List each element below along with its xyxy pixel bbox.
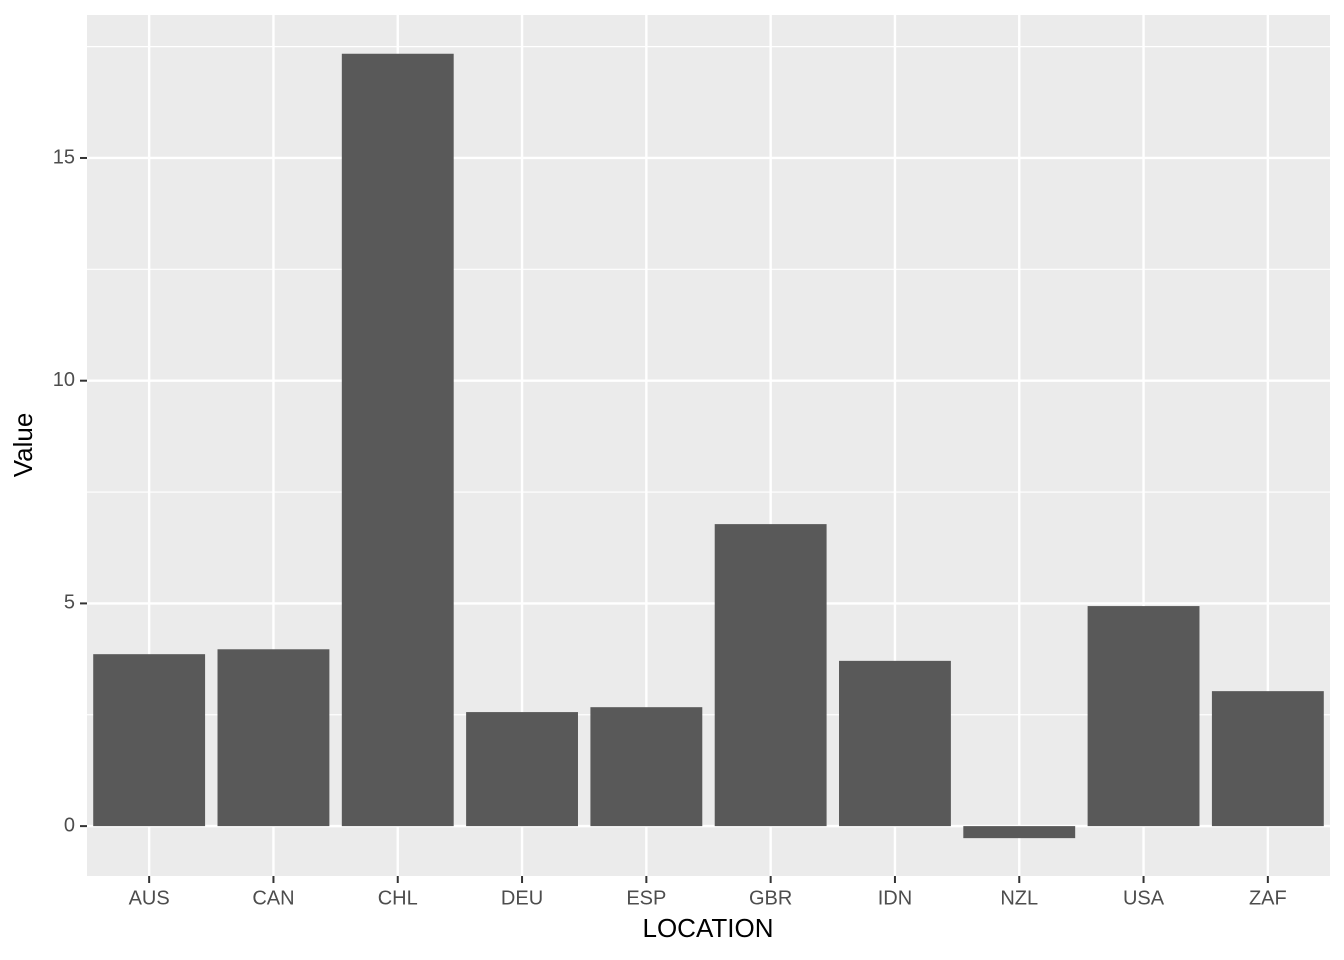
x-tick-label: NZL: [1000, 887, 1038, 909]
y-tick-label: 5: [64, 592, 75, 614]
y-tick-label: 10: [53, 369, 75, 391]
x-tick-label: ESP: [626, 887, 666, 909]
bar: [839, 660, 951, 827]
bar: [341, 53, 454, 827]
y-tick-label: 0: [64, 814, 75, 836]
bar: [714, 524, 827, 827]
x-axis-title: LOCATION: [643, 913, 774, 943]
bar: [217, 649, 330, 827]
x-tick-label: DEU: [501, 887, 543, 909]
x-tick-label: IDN: [878, 887, 912, 909]
bar: [466, 712, 578, 827]
bar: [1211, 691, 1324, 827]
y-tick-label: 15: [53, 146, 75, 168]
x-tick-label: CHL: [378, 887, 418, 909]
bar: [963, 826, 1076, 839]
bar: [590, 707, 703, 827]
y-axis-title: Value: [8, 413, 38, 478]
x-tick-label: CAN: [252, 887, 294, 909]
bar: [1087, 606, 1200, 827]
x-tick-label: GBR: [749, 887, 792, 909]
x-tick-label: AUS: [129, 887, 170, 909]
x-tick-label: ZAF: [1249, 887, 1287, 909]
bar: [93, 654, 206, 827]
x-tick-label: USA: [1123, 887, 1165, 909]
